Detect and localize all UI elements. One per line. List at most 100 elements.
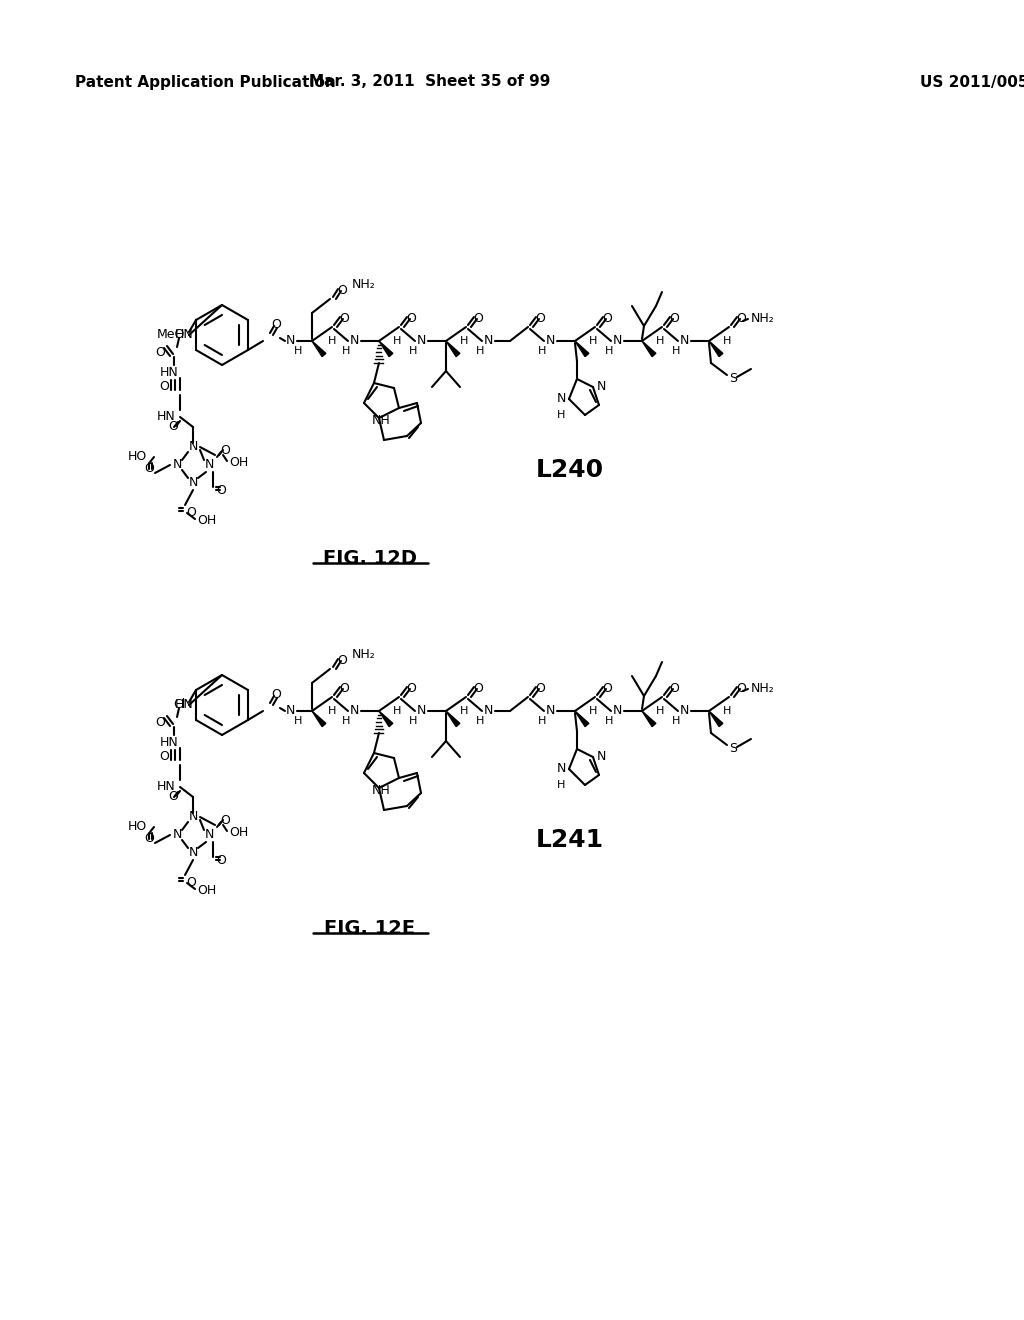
Polygon shape (709, 711, 723, 726)
Text: N: N (172, 458, 181, 471)
Text: H: H (538, 346, 546, 356)
Text: N: N (188, 441, 198, 454)
Text: O: O (337, 655, 347, 668)
Text: H: H (589, 706, 597, 715)
Text: MeO: MeO (157, 329, 185, 342)
Text: O: O (407, 313, 416, 326)
Text: O: O (736, 682, 745, 696)
Text: HN: HN (175, 329, 194, 342)
Text: NH₂: NH₂ (751, 682, 775, 696)
Text: O: O (168, 791, 178, 804)
Text: H: H (328, 706, 336, 715)
Text: H: H (605, 346, 613, 356)
Text: H: H (655, 337, 665, 346)
Text: O: O (473, 682, 483, 696)
Text: N: N (546, 705, 555, 718)
Polygon shape (709, 341, 723, 356)
Text: O: O (216, 483, 226, 496)
Text: O: O (144, 833, 154, 846)
Text: N: N (286, 334, 295, 347)
Text: FIG. 12E: FIG. 12E (325, 919, 416, 937)
Text: N: N (612, 705, 622, 718)
Text: FIG. 12D: FIG. 12D (323, 549, 417, 568)
Text: O: O (186, 876, 196, 890)
Text: O: O (669, 313, 679, 326)
Text: O: O (339, 313, 349, 326)
Text: H: H (605, 715, 613, 726)
Text: NH: NH (372, 784, 391, 797)
Text: H: H (342, 715, 350, 726)
Text: S: S (729, 372, 737, 385)
Polygon shape (575, 341, 589, 356)
Text: N: N (188, 477, 198, 490)
Text: O: O (407, 682, 416, 696)
Text: OH: OH (197, 515, 216, 528)
Text: H: H (460, 706, 468, 715)
Text: H: H (557, 780, 565, 789)
Text: O: O (216, 854, 226, 866)
Text: N: N (417, 705, 426, 718)
Text: O: O (155, 715, 165, 729)
Text: N: N (483, 334, 493, 347)
Text: H: H (476, 346, 484, 356)
Text: O: O (159, 380, 169, 392)
Text: HN: HN (157, 411, 175, 424)
Text: O: O (669, 682, 679, 696)
Text: O: O (271, 318, 281, 330)
Text: N: N (205, 829, 214, 842)
Text: O: O (186, 507, 196, 520)
Text: NH: NH (372, 414, 391, 428)
Text: H: H (460, 337, 468, 346)
Text: OH: OH (229, 825, 248, 838)
Text: N: N (679, 334, 689, 347)
Text: O: O (159, 750, 169, 763)
Text: N: N (546, 334, 555, 347)
Text: H: H (342, 346, 350, 356)
Text: N: N (612, 334, 622, 347)
Text: H: H (672, 715, 680, 726)
Text: O: O (271, 688, 281, 701)
Polygon shape (379, 711, 393, 726)
Text: O: O (220, 444, 230, 457)
Text: N: N (483, 705, 493, 718)
Text: Cl: Cl (173, 698, 185, 711)
Text: O: O (220, 813, 230, 826)
Text: H: H (538, 715, 546, 726)
Text: O: O (337, 285, 347, 297)
Text: N: N (188, 846, 198, 859)
Text: O: O (155, 346, 165, 359)
Polygon shape (642, 341, 656, 356)
Text: N: N (417, 334, 426, 347)
Text: Mar. 3, 2011  Sheet 35 of 99: Mar. 3, 2011 Sheet 35 of 99 (309, 74, 551, 90)
Text: N: N (596, 380, 605, 393)
Text: H: H (723, 337, 731, 346)
Text: O: O (168, 421, 178, 433)
Text: N: N (205, 458, 214, 471)
Text: H: H (409, 346, 417, 356)
Text: N: N (286, 705, 295, 718)
Text: H: H (476, 715, 484, 726)
Text: L240: L240 (536, 458, 604, 482)
Text: O: O (473, 313, 483, 326)
Text: H: H (294, 715, 302, 726)
Text: HN: HN (157, 780, 175, 793)
Polygon shape (312, 711, 326, 726)
Text: N: N (679, 705, 689, 718)
Text: HN: HN (175, 698, 194, 711)
Text: NH₂: NH₂ (751, 313, 775, 326)
Text: H: H (294, 346, 302, 356)
Text: NH₂: NH₂ (352, 279, 376, 292)
Text: H: H (655, 706, 665, 715)
Text: N: N (172, 829, 181, 842)
Text: O: O (339, 682, 349, 696)
Text: HN: HN (160, 366, 178, 379)
Text: N: N (596, 751, 605, 763)
Text: US 2011/0052491 A1: US 2011/0052491 A1 (920, 74, 1024, 90)
Text: O: O (602, 313, 612, 326)
Text: OH: OH (229, 455, 248, 469)
Text: H: H (723, 706, 731, 715)
Text: NH₂: NH₂ (352, 648, 376, 661)
Text: H: H (557, 411, 565, 420)
Text: H: H (409, 715, 417, 726)
Text: Patent Application Publication: Patent Application Publication (75, 74, 336, 90)
